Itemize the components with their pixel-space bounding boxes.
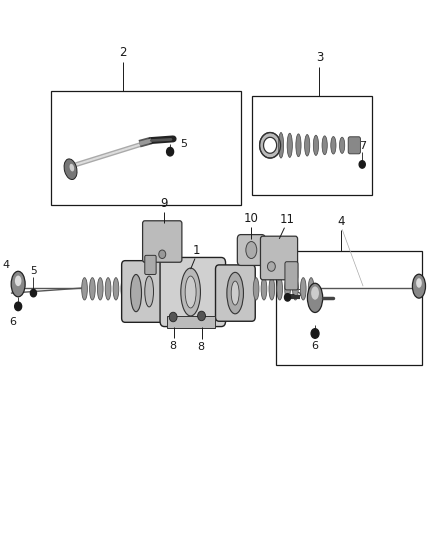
Ellipse shape (11, 271, 25, 297)
Ellipse shape (121, 278, 127, 300)
Ellipse shape (231, 281, 239, 305)
Bar (166, 316, 215, 328)
Ellipse shape (279, 133, 284, 158)
Ellipse shape (145, 276, 153, 307)
Bar (51, 91, 241, 205)
Ellipse shape (64, 159, 77, 180)
Ellipse shape (307, 283, 323, 312)
Text: 8: 8 (170, 341, 177, 351)
Ellipse shape (293, 278, 298, 300)
Text: 3: 3 (316, 52, 323, 64)
Text: 5: 5 (294, 288, 301, 298)
Ellipse shape (97, 278, 103, 300)
FancyBboxPatch shape (160, 257, 226, 327)
Ellipse shape (413, 274, 426, 298)
Ellipse shape (322, 136, 327, 155)
Text: 8: 8 (198, 342, 205, 352)
FancyBboxPatch shape (145, 255, 156, 274)
Circle shape (166, 148, 173, 156)
Ellipse shape (137, 278, 142, 300)
Ellipse shape (131, 274, 141, 312)
Text: 5: 5 (30, 265, 37, 276)
Ellipse shape (268, 262, 276, 271)
Ellipse shape (253, 278, 259, 300)
Circle shape (14, 302, 21, 311)
Text: 6: 6 (10, 317, 16, 327)
Circle shape (169, 312, 177, 322)
Ellipse shape (70, 164, 74, 172)
Ellipse shape (105, 278, 111, 300)
Ellipse shape (296, 134, 301, 157)
Circle shape (285, 294, 290, 301)
Ellipse shape (261, 278, 267, 300)
Ellipse shape (113, 278, 119, 300)
FancyBboxPatch shape (261, 236, 297, 280)
FancyBboxPatch shape (348, 137, 360, 154)
FancyBboxPatch shape (285, 262, 298, 290)
FancyBboxPatch shape (237, 235, 265, 265)
Ellipse shape (287, 133, 292, 157)
Circle shape (30, 289, 36, 297)
Ellipse shape (339, 137, 345, 154)
Ellipse shape (311, 286, 319, 300)
Ellipse shape (313, 135, 318, 156)
Ellipse shape (89, 278, 95, 300)
Ellipse shape (300, 278, 306, 300)
Bar (252, 96, 372, 195)
Ellipse shape (185, 276, 196, 308)
Ellipse shape (129, 278, 134, 300)
Ellipse shape (181, 268, 201, 316)
Ellipse shape (331, 136, 336, 154)
Ellipse shape (15, 276, 21, 286)
Ellipse shape (246, 241, 257, 259)
FancyBboxPatch shape (122, 261, 170, 322)
Circle shape (198, 311, 205, 321)
Text: 7: 7 (359, 141, 366, 151)
Ellipse shape (277, 278, 283, 300)
Ellipse shape (304, 134, 310, 156)
Text: 9: 9 (160, 197, 167, 210)
Text: 4: 4 (338, 215, 345, 228)
Text: 10: 10 (244, 212, 259, 225)
Text: 5: 5 (180, 139, 187, 149)
FancyBboxPatch shape (215, 265, 255, 321)
Text: 1: 1 (193, 244, 200, 257)
Ellipse shape (308, 278, 314, 300)
Ellipse shape (227, 272, 244, 314)
Ellipse shape (269, 278, 275, 300)
Ellipse shape (416, 278, 422, 288)
Text: 4: 4 (2, 260, 10, 270)
Bar (276, 251, 422, 365)
Circle shape (311, 329, 319, 338)
Circle shape (359, 161, 365, 168)
Ellipse shape (285, 278, 290, 300)
Ellipse shape (159, 250, 166, 259)
Text: 6: 6 (311, 341, 318, 351)
FancyBboxPatch shape (143, 221, 182, 262)
Text: 2: 2 (119, 46, 127, 59)
Text: 11: 11 (279, 213, 294, 226)
Ellipse shape (81, 278, 87, 300)
